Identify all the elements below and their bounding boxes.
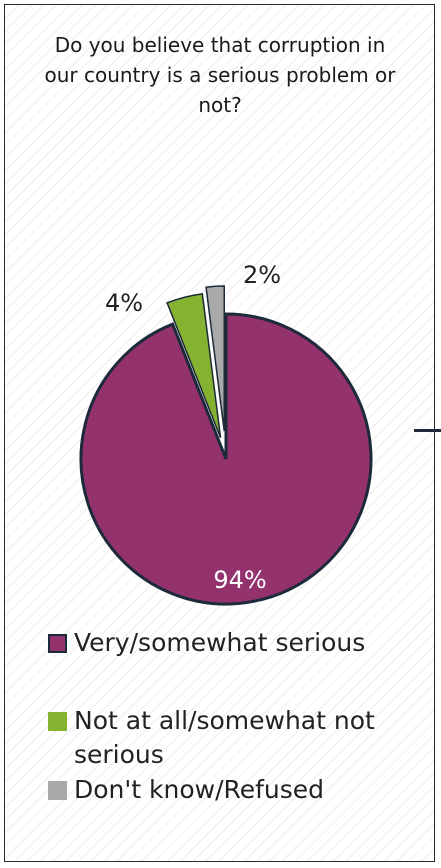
legend-swatch-serious	[48, 634, 67, 653]
legend-swatch-not-serious	[48, 712, 67, 731]
legend-label-not-serious-line1: Not at all/somewhat not	[74, 706, 375, 735]
legend-label-not-serious-line2: serious	[74, 740, 164, 769]
pie-slice-dont-know	[205, 285, 225, 432]
legend-swatch-dont-know	[48, 781, 67, 800]
pie-slice-serious	[79, 312, 373, 606]
pie-slice-not-serious	[166, 292, 222, 438]
legend-label-serious: Very/somewhat serious	[74, 628, 366, 657]
legend-label-dont-know: Don't know/Refused	[74, 775, 325, 804]
slice-label-dont-know: 2%	[243, 261, 281, 289]
slice-label-serious: 94%	[213, 566, 266, 594]
slice-label-not-serious: 4%	[105, 289, 143, 317]
connector-line	[414, 429, 441, 432]
chart-title: Do you believe that corruption in our co…	[44, 33, 396, 117]
